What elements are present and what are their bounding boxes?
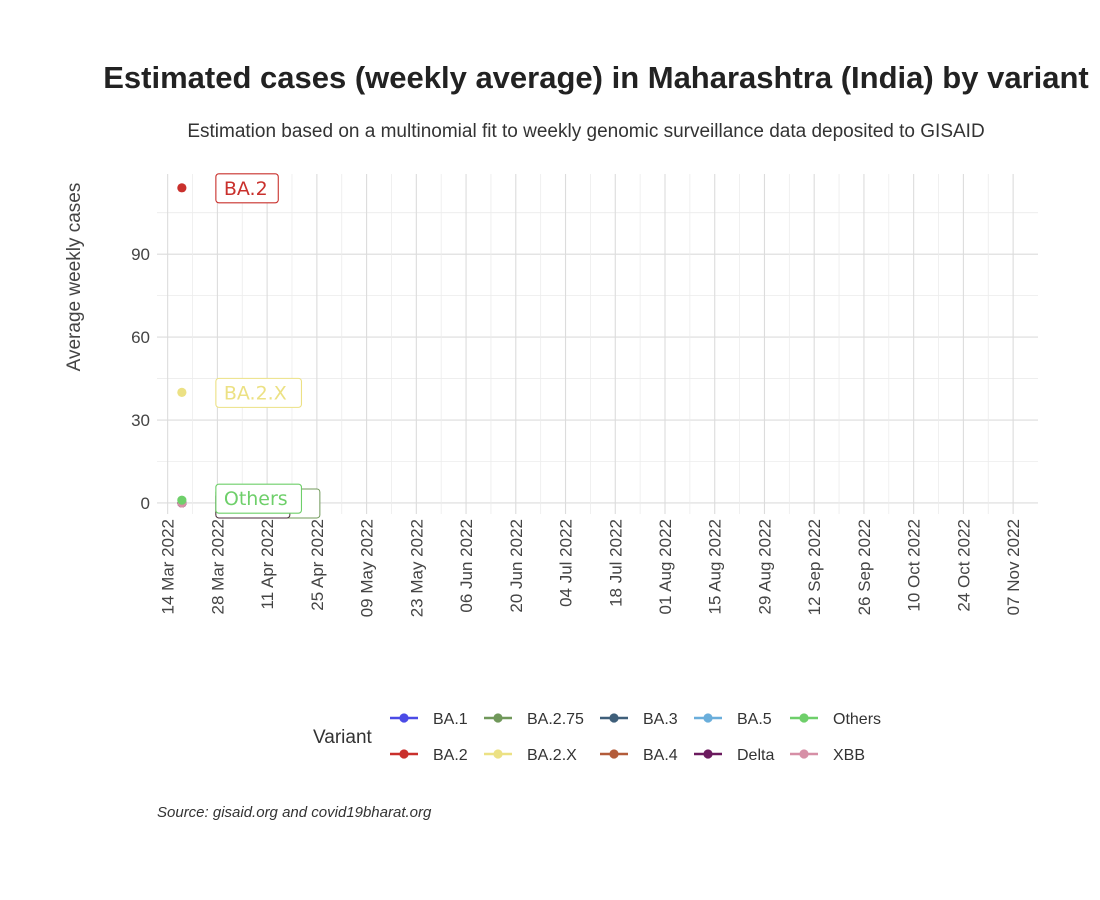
series-label-box [215, 483, 303, 514]
y-axis-title: Average weekly cases [64, 183, 85, 372]
legend-key-point [493, 713, 503, 723]
data-point-ba-2-x [177, 387, 187, 397]
legend-key-point [703, 749, 713, 759]
chart-caption: Source: gisaid.org and covid19bharat.org [157, 804, 432, 821]
x-tick-label: 26 Sep 2022 [855, 519, 874, 615]
series-label-text: BA.2.X [224, 382, 287, 404]
legend-item-others: Others [790, 711, 881, 728]
legend-label: Delta [737, 747, 774, 764]
legend-key-point [799, 749, 809, 759]
legend-item-delta: Delta [694, 747, 774, 764]
x-tick-label: 14 Mar 2022 [159, 519, 178, 614]
x-tick-label: 06 Jun 2022 [457, 519, 476, 613]
x-tick-label: 09 May 2022 [358, 519, 377, 617]
legend-item-ba-3: BA.3 [600, 711, 678, 728]
x-tick-label: 20 Jun 2022 [507, 519, 526, 613]
y-tick-label: 0 [141, 494, 150, 513]
series-label-text: Others [224, 488, 288, 510]
legend-label: BA.2 [433, 747, 468, 764]
legend-key-point [609, 713, 619, 723]
series-label-ba-2: BA.2 [215, 173, 279, 204]
gridlines [157, 174, 1038, 514]
data-point-others [177, 495, 187, 505]
legend-key-point [609, 749, 619, 759]
legend-label: BA.4 [643, 747, 678, 764]
legend-key-point [399, 749, 409, 759]
x-tick-label: 25 Apr 2022 [308, 519, 327, 611]
series-labels: BA.2 BA.2.X Others [215, 173, 321, 519]
legend-item-xbb: XBB [790, 747, 865, 764]
legend-key-point [799, 713, 809, 723]
series-label-text: BA.2 [224, 178, 268, 200]
legend: Variant BA.1 BA.2.75 BA.3 BA.5 Others BA.2 BA.… [313, 711, 881, 764]
x-tick-label: 29 Aug 2022 [755, 519, 774, 614]
x-tick-label: 18 Jul 2022 [606, 519, 625, 607]
x-tick-label: 04 Jul 2022 [557, 519, 576, 607]
legend-label: Others [833, 711, 881, 728]
legend-item-ba-1: BA.1 [390, 711, 468, 728]
legend-key-point [703, 713, 713, 723]
y-tick-label: 60 [131, 328, 150, 347]
legend-title: Variant [313, 727, 373, 748]
legend-label: BA.2.75 [527, 711, 584, 728]
y-axis-ticks: 0 30 60 90 [131, 245, 150, 513]
legend-label: BA.2.X [527, 747, 577, 764]
series-label-ba-2-x: BA.2.X [215, 377, 303, 408]
x-tick-label: 10 Oct 2022 [905, 519, 924, 612]
x-tick-label: 11 Apr 2022 [258, 519, 277, 609]
x-tick-label: 24 Oct 2022 [954, 519, 973, 612]
x-tick-label: 12 Sep 2022 [805, 519, 824, 615]
legend-key-point [399, 713, 409, 723]
series-label-box [215, 377, 303, 408]
legend-label: BA.5 [737, 711, 772, 728]
legend-key-point [493, 749, 503, 759]
chart-subtitle: Estimation based on a multinomial fit to… [187, 121, 984, 142]
legend-item-ba-2-x: BA.2.X [484, 747, 577, 764]
data-points [177, 183, 187, 508]
x-tick-label: 07 Nov 2022 [1004, 519, 1023, 615]
legend-label: XBB [833, 747, 865, 764]
y-tick-label: 90 [131, 245, 150, 264]
legend-item-ba-4: BA.4 [600, 747, 678, 764]
chart-title: Estimated cases (weekly average) in Maha… [103, 60, 1089, 95]
x-tick-label: 23 May 2022 [407, 519, 426, 617]
x-axis-ticks: 14 Mar 2022 28 Mar 2022 11 Apr 2022 25 Apr … [159, 519, 1023, 617]
x-tick-label: 15 Aug 2022 [706, 519, 725, 614]
legend-label: BA.1 [433, 711, 468, 728]
legend-label: BA.3 [643, 711, 678, 728]
x-tick-label: 01 Aug 2022 [656, 519, 675, 614]
x-tick-label: 28 Mar 2022 [208, 519, 227, 614]
y-tick-label: 30 [131, 411, 150, 430]
data-point-ba-2 [177, 183, 187, 193]
series-label-box [215, 173, 279, 204]
legend-item-ba-5: BA.5 [694, 711, 772, 728]
series-label-others: Others [215, 483, 303, 514]
legend-item-ba-2: BA.2 [390, 747, 468, 764]
legend-item-ba-2-75: BA.2.75 [484, 711, 584, 728]
